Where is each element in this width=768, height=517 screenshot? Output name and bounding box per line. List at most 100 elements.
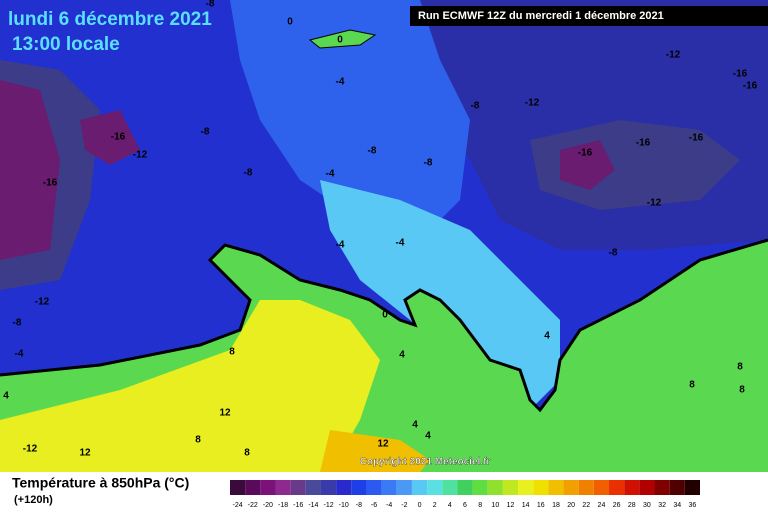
- legend-swatch: [609, 480, 625, 495]
- legend-tick: -24: [233, 502, 243, 509]
- legend-swatch: [366, 480, 382, 495]
- contour-label: 12: [79, 448, 91, 459]
- warm-orange: [320, 430, 430, 472]
- contour-label: -16: [689, 133, 704, 144]
- legend-tick: 10: [491, 502, 499, 509]
- contour-label: -4: [336, 240, 345, 251]
- legend-tick: 28: [628, 502, 636, 509]
- legend-tick: 34: [673, 502, 681, 509]
- legend-swatch: [351, 480, 367, 495]
- legend-swatch: [639, 480, 655, 495]
- contour-label: 0: [337, 35, 343, 46]
- legend-swatch: [411, 480, 428, 495]
- contour-label: 8: [737, 362, 743, 373]
- contour-label: -8: [424, 158, 433, 169]
- contour-label: -4: [336, 77, 345, 88]
- mild-blue: [230, 0, 470, 240]
- legend-swatch: [654, 480, 670, 495]
- legend-swatch: [684, 480, 700, 495]
- legend-swatch: [533, 480, 549, 495]
- contour-label: 4: [425, 431, 431, 442]
- legend-tick: 18: [552, 502, 560, 509]
- legend-tick: 2: [433, 502, 437, 509]
- contour-label: 8: [689, 380, 695, 391]
- legend-tick: 8: [478, 502, 482, 509]
- contour-label: 8: [229, 347, 235, 358]
- contour-label: 12: [377, 439, 389, 450]
- contour-label: 8: [195, 435, 201, 446]
- contour-label: -8: [13, 318, 22, 329]
- legend-title: Température à 850hPa (°C): [12, 475, 189, 491]
- legend-swatch: [427, 480, 443, 495]
- legend-tick: -8: [356, 502, 362, 509]
- legend-tick: -12: [323, 502, 333, 509]
- legend-tick: -18: [278, 502, 288, 509]
- contour-label: 4: [412, 420, 418, 431]
- legend-tick: -4: [386, 502, 392, 509]
- contour-label: -8: [206, 0, 215, 10]
- contour-label: -8: [201, 127, 210, 138]
- legend-tick: 12: [507, 502, 515, 509]
- contour-label: 4: [399, 350, 405, 361]
- contour-label: -4: [396, 238, 405, 249]
- legend-swatch: [320, 480, 337, 495]
- contour-label: 4: [544, 331, 550, 342]
- legend-tick: 4: [448, 502, 452, 509]
- core-cold: [560, 140, 615, 190]
- legend-swatch: [624, 480, 640, 495]
- contour-label: -12: [35, 297, 50, 308]
- legend-swatch: [518, 480, 534, 495]
- legend-swatch: [336, 480, 352, 495]
- legend-swatch: [487, 480, 503, 495]
- run-text: Run ECMWF 12Z du mercredi 1 décembre 202…: [418, 10, 664, 22]
- contour-labels: 00-4-8-16-12-16-8-8-8-8 -12-12-16-16-16-1…: [3, 0, 757, 459]
- contour-label: 8: [244, 448, 250, 459]
- warm-yellow: [0, 300, 380, 472]
- contour-label: -8: [471, 101, 480, 112]
- legend-swatch: [396, 480, 412, 495]
- legend-tick: -22: [248, 502, 258, 509]
- contour-label: -16: [111, 132, 126, 143]
- contour-label: -16: [743, 81, 758, 92]
- contour-label: -12: [23, 444, 38, 455]
- legend-tick: -6: [371, 502, 377, 509]
- contour-label: -12: [647, 198, 662, 209]
- legend-tick: 24: [598, 502, 606, 509]
- legend-swatch: [245, 480, 261, 495]
- core-cold-w2: [80, 110, 140, 165]
- contour-label: 0: [287, 17, 293, 28]
- legend-swatch: [381, 480, 397, 495]
- cyan-region: [320, 180, 560, 410]
- legend-swatch: [502, 480, 519, 495]
- contour-label: -16: [43, 178, 58, 189]
- time-text: 13:00 locale: [12, 34, 120, 55]
- legend-tick: -2: [401, 502, 407, 509]
- legend-tick: 0: [418, 502, 422, 509]
- contour-label: 4: [3, 391, 9, 402]
- contour-label: -4: [15, 349, 24, 360]
- legend-swatch: [275, 480, 291, 495]
- zero-isotherm: [0, 238, 768, 413]
- contour-label: -12: [666, 50, 681, 61]
- contour-label: -16: [733, 69, 748, 80]
- contour-label: 12: [219, 408, 231, 419]
- run-banner: [410, 6, 768, 26]
- legend-swatch: [305, 480, 321, 495]
- legend-tick: 6: [463, 502, 467, 509]
- contour-label: 0: [382, 310, 388, 321]
- legend-swatch: [472, 480, 488, 495]
- legend-swatch: [230, 480, 246, 495]
- legend-tick: 32: [658, 502, 666, 509]
- legend-swatch: [548, 480, 564, 495]
- legend-swatch: [457, 480, 473, 495]
- legend-swatch: [260, 480, 276, 495]
- legend-tick: -16: [293, 502, 303, 509]
- legend-tick: 20: [567, 502, 575, 509]
- date-text: lundi 6 décembre 2021: [8, 9, 212, 30]
- legend-tick: -14: [308, 502, 318, 509]
- contour-label: -12: [133, 150, 148, 161]
- contour-label: -8: [244, 168, 253, 179]
- legend-tick: -10: [339, 502, 349, 509]
